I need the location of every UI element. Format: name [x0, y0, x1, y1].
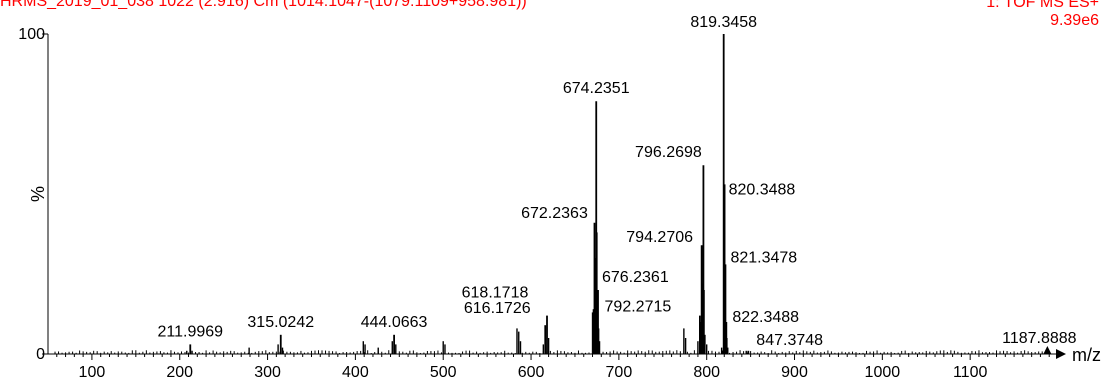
peak-label: 616.1726 — [464, 300, 531, 317]
x-tick-label: 800 — [693, 364, 720, 381]
peak-label: 847.3748 — [756, 332, 823, 349]
peak-label: 822.3488 — [732, 309, 799, 326]
x-tick-label: 900 — [781, 364, 808, 381]
peak-labels: 211.9969 315.0242 444.0663 616.1726618.1718… — [158, 14, 1077, 349]
labeled-peaks — [189, 34, 1052, 354]
x-tick-label: 100 — [79, 364, 106, 381]
x-tick-label: 400 — [342, 364, 369, 381]
x-tick-label: 700 — [606, 364, 633, 381]
spectrum-header-right: 1: TOF MS ES+ 9.39e6 — [986, 0, 1099, 30]
x-tick-label: 200 — [166, 364, 193, 381]
peak-label: 444.0663 — [361, 314, 428, 331]
x-axis-label: m/z — [1072, 345, 1101, 365]
peak-label: 821.3478 — [730, 249, 797, 266]
peak-label: 211.9969 — [158, 323, 224, 340]
x-axis-arrow — [1056, 349, 1066, 359]
peak-label: 796.2698 — [635, 144, 702, 161]
x-tick-label: 600 — [518, 364, 545, 381]
chart-axes: 100 200 300 400 500 600 700 800 900 1000 1100 0 100%… — [18, 26, 1101, 381]
peak-label: 618.1718 — [462, 285, 529, 302]
peak-marker — [1043, 346, 1052, 354]
peak-label: 819.3458 — [690, 14, 757, 31]
y-tick-label: 100 — [18, 26, 45, 43]
x-tick-label: 1100 — [953, 364, 988, 381]
x-tick-label: 1000 — [865, 364, 901, 381]
peak-label: 820.3488 — [729, 181, 796, 198]
peak-label: 1187.8888 — [1002, 330, 1077, 347]
base-peak-intensity: 9.39e6 — [1050, 12, 1099, 29]
y-axis-label: % — [28, 186, 48, 202]
x-tick-label: 500 — [430, 364, 457, 381]
peak-label: 794.2706 — [626, 229, 693, 246]
peak-label: 672.2363 — [521, 205, 588, 222]
scan-mode-label: 1: TOF MS ES+ — [986, 0, 1099, 11]
y-tick-label: 0 — [36, 346, 45, 363]
x-tick-label: 300 — [254, 364, 281, 381]
peak-label: 792.2715 — [605, 299, 672, 316]
spectrum-header-sample: HRMS_2019_01_038 1022 (2.916) Cm (1014:1… — [0, 0, 527, 10]
peak-label: 676.2361 — [602, 269, 669, 286]
peak-label: 315.0242 — [247, 314, 314, 331]
peak-label: 674.2351 — [563, 80, 630, 97]
